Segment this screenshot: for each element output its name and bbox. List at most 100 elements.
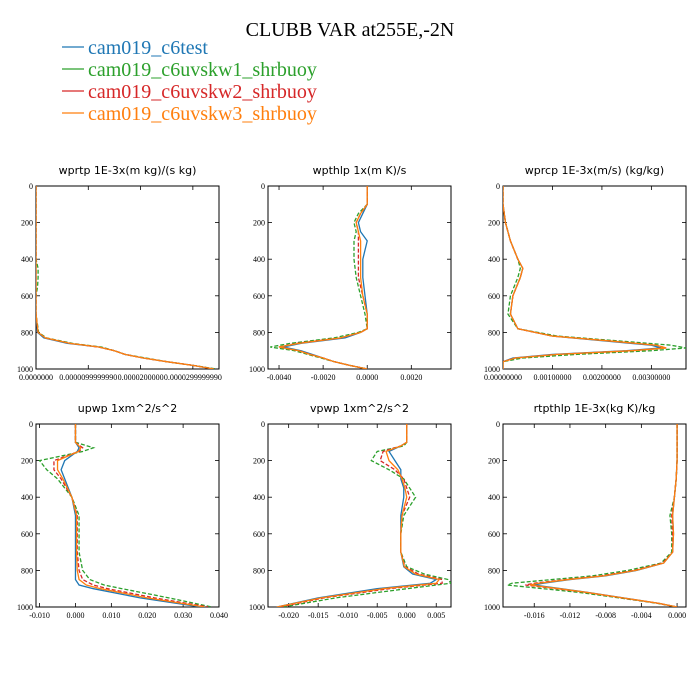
x-tick-label: 0.00300000 xyxy=(632,373,670,382)
x-tick-label: 0.000 xyxy=(668,611,686,620)
series-line xyxy=(60,424,202,607)
y-tick-label: 0 xyxy=(29,420,33,429)
y-tick-label: 400 xyxy=(488,493,500,502)
x-tick-label: -0.012 xyxy=(560,611,581,620)
series-line xyxy=(278,186,368,369)
x-tick-label: -0.010 xyxy=(337,611,358,620)
panel-title: wpthlp 1x(m K)/s xyxy=(313,164,407,177)
y-tick-label: 400 xyxy=(253,255,265,264)
series-line xyxy=(276,424,438,607)
y-tick-label: 0 xyxy=(496,420,500,429)
y-tick-label: 600 xyxy=(488,530,500,539)
y-tick-label: 600 xyxy=(21,530,33,539)
legend-label: cam019_c6uvskw1_shrbuoy xyxy=(88,59,317,81)
legend-item: cam019_c6uvskw3_shrbuoy xyxy=(62,103,317,125)
x-tick-label: 0.010 xyxy=(102,611,120,620)
x-tick-label: 0.0000099999990 xyxy=(59,373,117,382)
series-line xyxy=(283,186,368,369)
series-line xyxy=(56,424,205,607)
x-tick-label: 0.030 xyxy=(174,611,192,620)
y-tick-label: 200 xyxy=(488,457,500,466)
y-tick-label: 800 xyxy=(253,566,265,575)
x-tick-label: 0.005 xyxy=(427,611,445,620)
panel-title: wprcp 1E-3x(m/s) (kg/kg) xyxy=(525,164,664,177)
x-tick-label: -0.0020 xyxy=(311,373,336,382)
chart-panel-3: wprcp 1E-3x(m/s) (kg/kg) 0 200 400 600 800 100… xyxy=(484,164,687,382)
series-line xyxy=(503,186,667,369)
x-tick-label: 0.000 xyxy=(66,611,84,620)
y-tick-label: 0 xyxy=(496,182,500,191)
x-tick-label: 0.020 xyxy=(138,611,156,620)
plot-frame xyxy=(35,423,220,608)
legend-label: cam019_c6test xyxy=(88,37,208,59)
x-tick-label: 0.040 xyxy=(210,611,228,620)
y-tick-label: 400 xyxy=(21,255,33,264)
legend-label: cam019_c6uvskw3_shrbuoy xyxy=(88,103,317,125)
x-tick-label: 0.00200000 xyxy=(583,373,621,382)
series-line xyxy=(507,424,678,607)
panel-title: rtpthlp 1E-3x(kg K)/kg xyxy=(534,402,656,415)
y-tick-label: 800 xyxy=(488,328,500,337)
y-tick-label: 1000 xyxy=(484,603,500,612)
series-line xyxy=(53,424,209,607)
legend-item: cam019_c6uvskw2_shrbuoy xyxy=(62,81,317,103)
series-line xyxy=(534,424,678,607)
chart-panel-5: vpwp 1xm^2/s^2 0 200 400 600 800 1000 -0.020 -0.… xyxy=(249,402,452,620)
plot-frame xyxy=(267,423,452,608)
panel-title: wprtp 1E-3x(m kg)/(s kg) xyxy=(59,164,197,177)
panel-title: upwp 1xm^2/s^2 xyxy=(78,402,178,415)
chart-panel-2: wpthlp 1x(m K)/s 0 200 400 600 800 1000-0.0040… xyxy=(249,164,452,382)
y-tick-label: 400 xyxy=(488,255,500,264)
y-tick-label: 0 xyxy=(261,420,265,429)
x-tick-label: -0.020 xyxy=(278,611,299,620)
y-tick-label: 0 xyxy=(29,182,33,191)
x-tick-label: -0.004 xyxy=(631,611,652,620)
figure-title: CLUBB VAR at255E,-2N xyxy=(246,19,455,41)
x-tick-label: 0.0000000 xyxy=(19,373,53,382)
plot-frame xyxy=(267,185,452,370)
series-line xyxy=(503,186,686,369)
y-tick-label: 800 xyxy=(21,566,33,575)
x-tick-label: 0.000 xyxy=(398,611,416,620)
x-tick-label: 0.0020 xyxy=(400,373,422,382)
series-line xyxy=(529,424,678,607)
chart-panel-1: wprtp 1E-3x(m kg)/(s kg) 0 200 400 600 800 100… xyxy=(17,164,222,382)
x-tick-label: -0.0040 xyxy=(267,373,292,382)
x-tick-label: -0.005 xyxy=(367,611,388,620)
y-tick-label: 200 xyxy=(253,457,265,466)
y-tick-label: 0 xyxy=(261,182,265,191)
series-line xyxy=(36,186,214,369)
y-tick-label: 400 xyxy=(253,493,265,502)
y-tick-label: 200 xyxy=(21,219,33,228)
series-line xyxy=(38,424,212,607)
y-tick-label: 600 xyxy=(21,292,33,301)
x-tick-label: 0.00100000 xyxy=(533,373,571,382)
x-tick-label: 0.0000200000 xyxy=(118,373,164,382)
y-tick-label: 800 xyxy=(253,328,265,337)
legend-label: cam019_c6uvskw2_shrbuoy xyxy=(88,81,317,103)
y-tick-label: 1000 xyxy=(249,365,265,374)
series-line xyxy=(503,186,662,369)
y-tick-label: 1000 xyxy=(17,365,33,374)
series-line xyxy=(276,424,441,607)
y-tick-label: 600 xyxy=(488,292,500,301)
x-tick-label: -0.008 xyxy=(595,611,616,620)
x-tick-label: -0.010 xyxy=(29,611,50,620)
legend-item: cam019_c6uvskw1_shrbuoy xyxy=(62,59,317,81)
y-tick-label: 600 xyxy=(253,292,265,301)
x-tick-label: -0.016 xyxy=(524,611,545,620)
legend: cam019_c6test cam019_c6uvskw1_shrbuoy ca… xyxy=(62,37,317,125)
x-tick-label: 0.00000000 xyxy=(484,373,522,382)
y-tick-label: 1000 xyxy=(249,603,265,612)
y-tick-label: 200 xyxy=(253,219,265,228)
plot-frame xyxy=(502,423,687,608)
y-tick-label: 1000 xyxy=(484,365,500,374)
y-tick-label: 600 xyxy=(253,530,265,539)
y-tick-label: 200 xyxy=(488,219,500,228)
y-tick-label: 400 xyxy=(21,493,33,502)
panels: wprtp 1E-3x(m kg)/(s kg) 0 200 400 600 800 100… xyxy=(17,164,687,620)
x-tick-label: -0.015 xyxy=(308,611,329,620)
series-line xyxy=(282,424,451,607)
series-line xyxy=(503,186,667,369)
